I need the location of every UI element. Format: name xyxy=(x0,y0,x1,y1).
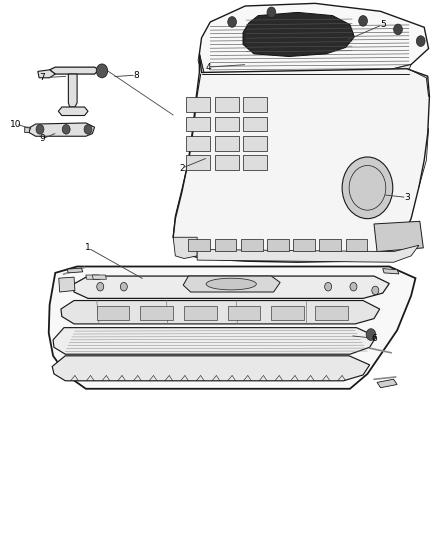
Text: 3: 3 xyxy=(404,193,410,202)
Polygon shape xyxy=(377,379,397,387)
Polygon shape xyxy=(183,276,280,292)
Bar xyxy=(243,98,267,112)
Bar xyxy=(215,117,239,132)
Bar xyxy=(215,155,239,169)
Polygon shape xyxy=(243,12,354,56)
Text: 5: 5 xyxy=(380,20,385,29)
Bar xyxy=(243,155,267,169)
Text: 7: 7 xyxy=(39,73,45,82)
Circle shape xyxy=(97,282,104,291)
Circle shape xyxy=(372,286,379,295)
Circle shape xyxy=(62,125,70,134)
Polygon shape xyxy=(58,107,88,116)
Circle shape xyxy=(325,282,332,291)
Bar xyxy=(97,306,130,320)
Polygon shape xyxy=(53,328,376,354)
Bar xyxy=(215,136,239,151)
Circle shape xyxy=(36,125,44,134)
Polygon shape xyxy=(92,275,106,279)
Polygon shape xyxy=(52,356,370,381)
Bar xyxy=(228,306,261,320)
Text: 2: 2 xyxy=(179,164,185,173)
Ellipse shape xyxy=(206,278,256,290)
Polygon shape xyxy=(173,237,197,259)
Bar xyxy=(188,239,210,251)
Circle shape xyxy=(267,7,276,18)
Bar xyxy=(315,306,348,320)
Circle shape xyxy=(96,64,108,78)
Polygon shape xyxy=(199,3,428,88)
Polygon shape xyxy=(29,123,95,136)
Bar xyxy=(241,239,263,251)
Polygon shape xyxy=(61,301,380,324)
Circle shape xyxy=(84,125,92,134)
Polygon shape xyxy=(68,74,77,107)
Polygon shape xyxy=(173,54,429,262)
Polygon shape xyxy=(86,275,100,279)
Text: 6: 6 xyxy=(371,334,377,343)
Bar xyxy=(272,306,304,320)
Circle shape xyxy=(342,157,393,219)
Polygon shape xyxy=(49,67,99,74)
Circle shape xyxy=(120,282,127,291)
Circle shape xyxy=(359,15,367,26)
Polygon shape xyxy=(383,269,399,274)
Bar xyxy=(267,239,289,251)
Bar xyxy=(243,136,267,151)
Text: 9: 9 xyxy=(39,134,45,143)
Bar xyxy=(186,117,210,132)
Bar xyxy=(293,239,315,251)
Bar xyxy=(215,98,239,112)
Circle shape xyxy=(228,17,237,27)
Bar xyxy=(186,155,210,169)
Bar xyxy=(215,239,237,251)
Circle shape xyxy=(394,24,403,35)
Polygon shape xyxy=(374,221,424,252)
Polygon shape xyxy=(73,276,389,298)
Bar xyxy=(319,239,341,251)
Polygon shape xyxy=(49,266,416,389)
Polygon shape xyxy=(59,277,75,292)
Bar xyxy=(346,239,367,251)
Bar xyxy=(186,98,210,112)
Polygon shape xyxy=(67,268,83,273)
Polygon shape xyxy=(25,127,30,133)
Bar xyxy=(186,136,210,151)
Text: 10: 10 xyxy=(10,119,22,128)
Bar xyxy=(141,306,173,320)
Text: 8: 8 xyxy=(133,70,139,79)
Text: 4: 4 xyxy=(205,63,211,71)
Bar xyxy=(184,306,217,320)
Circle shape xyxy=(350,282,357,291)
Bar xyxy=(243,117,267,132)
Circle shape xyxy=(366,329,376,341)
Text: 1: 1 xyxy=(85,244,91,253)
Polygon shape xyxy=(198,54,411,95)
Circle shape xyxy=(417,36,425,46)
Polygon shape xyxy=(197,245,419,262)
Polygon shape xyxy=(38,70,55,78)
